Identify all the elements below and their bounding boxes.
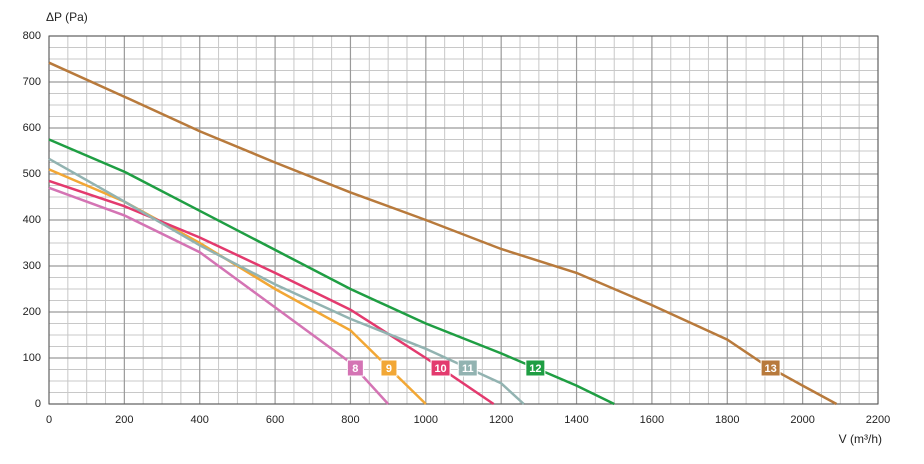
x-tick-label: 800 — [341, 414, 359, 426]
series-label-box — [380, 359, 398, 377]
series-label-box — [346, 359, 364, 377]
x-tick-label: 0 — [46, 414, 52, 426]
series-label: 10 — [434, 363, 446, 375]
y-tick-label: 600 — [23, 122, 41, 134]
x-tick-label: 2000 — [790, 414, 814, 426]
series-label: 12 — [529, 363, 541, 375]
series-label: 9 — [386, 363, 392, 375]
series-label: 11 — [462, 363, 474, 375]
series-label: 8 — [352, 363, 358, 375]
x-tick-label: 200 — [115, 414, 133, 426]
y-axis-label: ΔP (Pa) — [46, 10, 88, 24]
curve — [48, 138, 615, 406]
x-tick-label: 1800 — [715, 414, 739, 426]
x-tick-label: 1000 — [414, 414, 438, 426]
x-tick-label: 600 — [266, 414, 284, 426]
x-tick-label: 1200 — [489, 414, 513, 426]
y-tick-label: 400 — [23, 214, 41, 226]
series-label-box — [457, 359, 478, 377]
x-tick-label: 1600 — [640, 414, 664, 426]
plot-frame — [48, 35, 879, 405]
y-tick-label: 800 — [23, 30, 41, 42]
curve — [48, 179, 495, 406]
y-tick-label: 0 — [35, 398, 41, 410]
x-tick-label: 2200 — [866, 414, 890, 426]
y-tick-label: 500 — [23, 168, 41, 180]
series-label: 13 — [764, 363, 776, 375]
y-tick-label: 200 — [23, 306, 41, 318]
series-label-box — [525, 359, 546, 377]
y-tick-label: 300 — [23, 260, 41, 272]
x-axis-label: V (m³/h) — [839, 432, 882, 446]
x-tick-label: 400 — [191, 414, 209, 426]
series-label-box — [430, 359, 451, 377]
series-label-box — [760, 359, 781, 377]
curve — [48, 157, 525, 405]
y-tick-label: 100 — [23, 352, 41, 364]
y-tick-label: 700 — [23, 76, 41, 88]
x-tick-label: 1400 — [564, 414, 588, 426]
curve — [48, 61, 838, 406]
